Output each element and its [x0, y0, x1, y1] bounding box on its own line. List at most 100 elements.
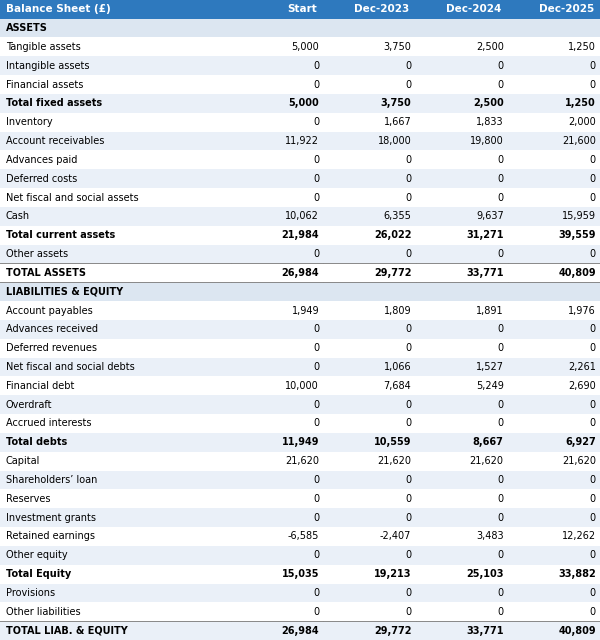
Bar — [416, 38, 508, 56]
Bar — [0, 508, 231, 527]
Text: -6,585: -6,585 — [288, 531, 319, 541]
Bar — [508, 602, 600, 621]
Bar — [231, 226, 323, 244]
Bar — [416, 226, 508, 244]
Text: 21,600: 21,600 — [562, 136, 596, 146]
Bar — [231, 113, 323, 132]
Bar — [416, 376, 508, 396]
Text: -2,407: -2,407 — [380, 531, 412, 541]
Text: 10,000: 10,000 — [286, 381, 319, 391]
Bar — [231, 301, 323, 320]
Bar — [416, 320, 508, 339]
Bar — [0, 264, 231, 282]
Bar — [508, 414, 600, 433]
Bar — [416, 94, 508, 113]
Text: 0: 0 — [590, 155, 596, 165]
Text: 0: 0 — [313, 193, 319, 202]
Bar — [323, 38, 416, 56]
Bar — [0, 301, 231, 320]
Text: 1,527: 1,527 — [476, 362, 503, 372]
Bar — [416, 301, 508, 320]
Text: Dec-2023: Dec-2023 — [355, 4, 410, 14]
Bar — [323, 339, 416, 358]
Bar — [231, 433, 323, 452]
Bar — [231, 94, 323, 113]
Text: 29,772: 29,772 — [374, 625, 412, 636]
Text: Dec-2025: Dec-2025 — [539, 4, 594, 14]
Text: 1,250: 1,250 — [565, 99, 596, 108]
Bar — [0, 433, 231, 452]
Bar — [231, 170, 323, 188]
Bar — [231, 621, 323, 640]
Text: 1,833: 1,833 — [476, 117, 503, 127]
Text: 0: 0 — [313, 61, 319, 71]
Text: Balance Sheet (£): Balance Sheet (£) — [6, 4, 111, 14]
Text: 0: 0 — [313, 475, 319, 485]
Text: ASSETS: ASSETS — [6, 23, 48, 33]
Text: 33,771: 33,771 — [466, 625, 503, 636]
Bar — [416, 621, 508, 640]
Text: 0: 0 — [405, 173, 412, 184]
Bar — [323, 0, 416, 19]
Text: 21,620: 21,620 — [285, 456, 319, 466]
Bar — [0, 564, 231, 584]
Bar — [416, 113, 508, 132]
Text: 0: 0 — [405, 588, 412, 598]
Bar — [508, 527, 600, 546]
Bar — [508, 113, 600, 132]
Bar — [508, 584, 600, 602]
Bar — [0, 75, 231, 94]
Text: 1,949: 1,949 — [292, 305, 319, 316]
Text: 0: 0 — [590, 513, 596, 523]
Text: 0: 0 — [405, 79, 412, 90]
Bar — [0, 188, 231, 207]
Text: 0: 0 — [313, 249, 319, 259]
Text: Dec-2024: Dec-2024 — [446, 4, 502, 14]
Text: Cash: Cash — [6, 211, 30, 221]
Text: 21,620: 21,620 — [470, 456, 503, 466]
Bar — [323, 301, 416, 320]
Text: 0: 0 — [405, 494, 412, 504]
Bar — [323, 132, 416, 150]
Text: 0: 0 — [405, 324, 412, 334]
Bar — [323, 320, 416, 339]
Text: 0: 0 — [313, 155, 319, 165]
Text: Account receivables: Account receivables — [6, 136, 104, 146]
Text: 9,637: 9,637 — [476, 211, 503, 221]
Bar — [508, 490, 600, 508]
Text: 0: 0 — [590, 475, 596, 485]
Bar — [323, 188, 416, 207]
Bar — [416, 56, 508, 75]
Bar — [0, 358, 231, 376]
Bar — [508, 508, 600, 527]
Text: 0: 0 — [313, 343, 319, 353]
Bar — [508, 264, 600, 282]
Text: Total fixed assets: Total fixed assets — [6, 99, 102, 108]
Bar — [231, 339, 323, 358]
Text: 19,800: 19,800 — [470, 136, 503, 146]
Bar — [323, 56, 416, 75]
Text: 0: 0 — [590, 324, 596, 334]
Bar — [508, 470, 600, 490]
Bar — [0, 602, 231, 621]
Text: 40,809: 40,809 — [558, 268, 596, 278]
Text: Total debts: Total debts — [6, 437, 67, 447]
Text: 5,000: 5,000 — [292, 42, 319, 52]
Text: 18,000: 18,000 — [377, 136, 412, 146]
Text: 0: 0 — [405, 249, 412, 259]
Bar — [0, 376, 231, 396]
Text: 0: 0 — [405, 61, 412, 71]
Text: Start: Start — [287, 4, 317, 14]
Bar — [231, 188, 323, 207]
Bar — [508, 396, 600, 414]
Bar — [508, 94, 600, 113]
Text: 33,882: 33,882 — [558, 569, 596, 579]
Bar — [416, 170, 508, 188]
Bar — [231, 470, 323, 490]
Bar — [231, 264, 323, 282]
Bar — [323, 75, 416, 94]
Bar — [231, 490, 323, 508]
Bar — [323, 527, 416, 546]
Text: 0: 0 — [313, 324, 319, 334]
Bar — [0, 113, 231, 132]
